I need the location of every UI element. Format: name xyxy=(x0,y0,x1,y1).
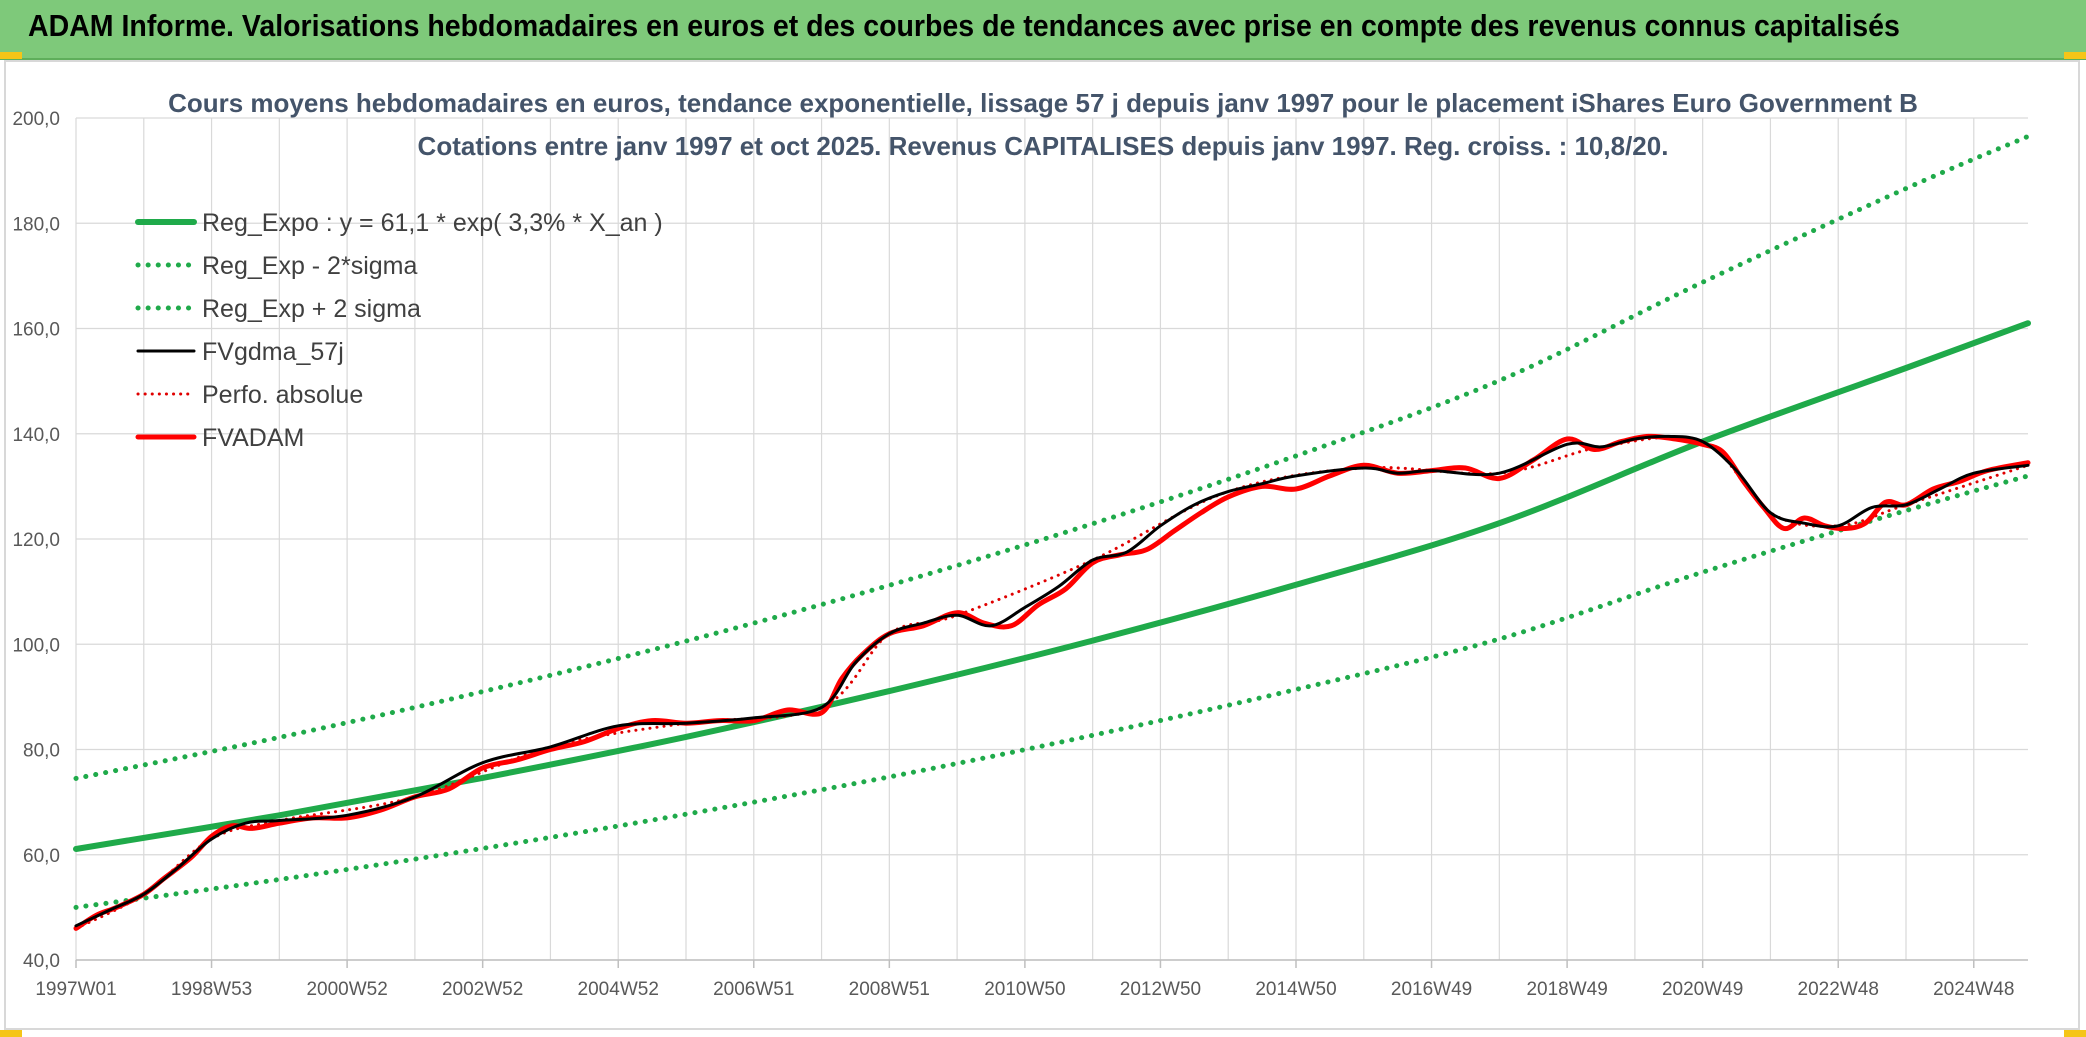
report-title: ADAM Informe. Valorisations hebdomadaire… xyxy=(28,8,1900,43)
chart-frame xyxy=(4,60,2080,1030)
corner-marker xyxy=(2064,52,2086,59)
x-tick-label: 2002W52 xyxy=(442,979,523,1000)
chart-grid xyxy=(75,117,2028,961)
x-tick-label: 2018W49 xyxy=(1526,979,1607,1000)
x-tick-label: 1998W53 xyxy=(171,979,252,1000)
y-tick-label: 60,0 xyxy=(23,846,60,867)
legend-item-reg-exp-minus: Reg_Exp - 2*sigma xyxy=(135,252,417,280)
x-tick-label: 2004W52 xyxy=(578,979,659,1000)
series-reg-exp-minus-2sigma xyxy=(73,473,2031,910)
legend-label: FVADAM xyxy=(202,424,304,452)
x-tick-label: 2000W52 xyxy=(306,979,387,1000)
chart-title: Cours moyens hebdomadaires en euros, ten… xyxy=(168,88,1918,118)
legend-label: Reg_Exp + 2 sigma xyxy=(202,295,421,323)
legend-item-reg-exp-plus: Reg_Exp + 2 sigma xyxy=(135,295,421,323)
corner-marker xyxy=(0,52,22,59)
x-tick-label: 2016W49 xyxy=(1391,979,1472,1000)
x-tick-label: 2014W50 xyxy=(1255,979,1336,1000)
chart-axes: 40,0 60,0 80,0 100,0 120,0 140,0 160,0 180,0 200… xyxy=(12,109,2028,1000)
y-tick-label: 180,0 xyxy=(12,214,60,235)
y-tick-label: 100,0 xyxy=(12,635,60,656)
series-reg-expo xyxy=(73,320,2031,852)
y-tick-label: 40,0 xyxy=(23,951,60,972)
series-perfo-absolue xyxy=(74,435,2030,930)
legend-item-perfo: Perfo. absolue xyxy=(136,381,363,409)
x-tick-label: 2010W50 xyxy=(984,979,1065,1000)
y-tick-label: 80,0 xyxy=(23,741,60,762)
report-banner: ADAM Informe. Valorisations hebdomadaire… xyxy=(0,0,2086,60)
legend-label: Reg_Expo : y = 61,1 * exp( 3,3% * X_an ) xyxy=(202,209,663,237)
legend-item-reg-expo: Reg_Expo : y = 61,1 * exp( 3,3% * X_an ) xyxy=(135,209,663,237)
x-tick-label: 2008W51 xyxy=(849,979,930,1000)
x-tick-label: 2006W51 xyxy=(713,979,794,1000)
x-tick-label: 2020W49 xyxy=(1662,979,1743,1000)
chart-legend: Reg_Expo : y = 61,1 * exp( 3,3% * X_an )… xyxy=(135,209,663,452)
x-tick-label: 2024W48 xyxy=(1933,979,2014,1000)
legend-label: FVgdma_57j xyxy=(202,338,344,366)
y-tick-label: 200,0 xyxy=(12,109,60,130)
corner-marker xyxy=(0,1030,22,1037)
y-tick-label: 120,0 xyxy=(12,530,60,551)
series-reg-exp-plus-2sigma xyxy=(73,133,2031,781)
chart-subtitle: Cotations entre janv 1997 et oct 2025. R… xyxy=(418,131,1669,161)
y-tick-label: 160,0 xyxy=(12,320,60,341)
x-tick-label: 1997W01 xyxy=(35,979,116,1000)
legend-label: Perfo. absolue xyxy=(202,381,363,409)
x-tick-label: 2022W48 xyxy=(1798,979,1879,1000)
legend-label: Reg_Exp - 2*sigma xyxy=(202,252,417,280)
series-fvgdma-57j xyxy=(74,434,2030,928)
legend-item-fvadam: FVADAM xyxy=(135,424,304,452)
chart-series xyxy=(73,133,2031,931)
y-tick-label: 140,0 xyxy=(12,425,60,446)
x-tick-label: 2012W50 xyxy=(1120,979,1201,1000)
corner-marker xyxy=(2064,1030,2086,1037)
legend-item-fvgdma: FVgdma_57j xyxy=(136,338,344,366)
